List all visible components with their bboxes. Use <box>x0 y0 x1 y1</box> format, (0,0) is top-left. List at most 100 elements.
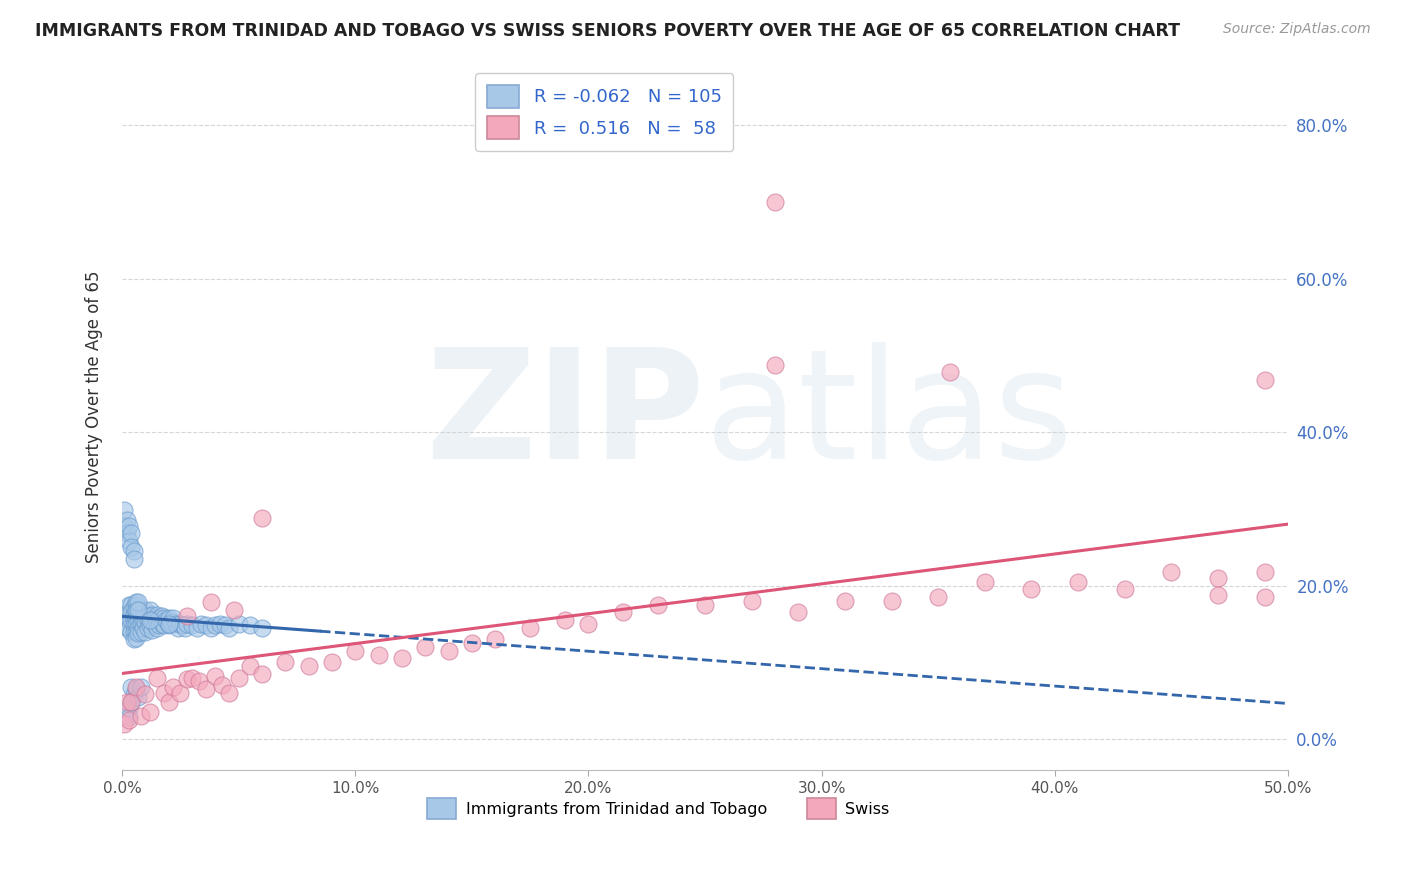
Point <box>787 606 810 620</box>
Point <box>129 616 152 631</box>
Point <box>321 655 343 669</box>
Point <box>139 613 162 627</box>
Point <box>211 678 233 692</box>
Point <box>120 598 142 612</box>
Point <box>160 615 183 630</box>
Point <box>391 651 413 665</box>
Point <box>127 690 149 704</box>
Point <box>250 666 273 681</box>
Point <box>118 710 141 724</box>
Point <box>139 609 162 624</box>
Point <box>150 609 173 624</box>
Point <box>118 606 141 620</box>
Point <box>125 606 148 620</box>
Point <box>141 613 163 627</box>
Point <box>125 680 148 694</box>
Point <box>120 606 142 620</box>
Point <box>174 621 197 635</box>
Point <box>274 655 297 669</box>
Point <box>880 594 903 608</box>
Point <box>150 616 173 631</box>
Point <box>122 600 145 615</box>
Point <box>120 680 142 694</box>
Point <box>1160 565 1182 579</box>
Point <box>578 616 600 631</box>
Point <box>176 609 198 624</box>
Point <box>122 551 145 566</box>
Point <box>122 544 145 558</box>
Point <box>120 695 142 709</box>
Point <box>1206 571 1229 585</box>
Point <box>763 358 786 372</box>
Point <box>162 680 184 694</box>
Point <box>122 688 145 702</box>
Point <box>120 624 142 639</box>
Point <box>939 365 962 379</box>
Point <box>118 613 141 627</box>
Point <box>136 621 159 635</box>
Point <box>125 611 148 625</box>
Point <box>250 621 273 635</box>
Point <box>143 618 166 632</box>
Point <box>155 613 177 627</box>
Point <box>125 598 148 612</box>
Point <box>112 503 135 517</box>
Point <box>1206 588 1229 602</box>
Legend: Immigrants from Trinidad and Tobago, Swiss: Immigrants from Trinidad and Tobago, Swi… <box>420 792 896 825</box>
Point <box>112 716 135 731</box>
Point <box>297 659 319 673</box>
Point <box>165 616 187 631</box>
Point <box>134 615 156 630</box>
Point <box>204 669 226 683</box>
Point <box>120 695 142 709</box>
Point <box>122 632 145 647</box>
Point <box>127 603 149 617</box>
Point <box>118 713 141 727</box>
Point <box>153 611 176 625</box>
Point <box>141 607 163 622</box>
Point <box>763 195 786 210</box>
Point <box>647 598 669 612</box>
Point <box>127 603 149 617</box>
Point <box>927 590 949 604</box>
Point <box>118 621 141 635</box>
Point <box>115 526 138 541</box>
Point <box>519 621 541 635</box>
Point <box>132 607 155 622</box>
Point <box>1253 565 1275 579</box>
Point <box>250 511 273 525</box>
Point <box>413 640 436 654</box>
Point <box>239 659 262 673</box>
Point <box>127 615 149 630</box>
Point <box>214 618 236 632</box>
Point <box>120 540 142 554</box>
Point <box>1021 582 1043 597</box>
Point <box>176 672 198 686</box>
Point <box>148 618 170 632</box>
Point <box>834 594 856 608</box>
Point <box>484 632 506 647</box>
Point <box>127 626 149 640</box>
Point <box>172 618 194 632</box>
Point <box>181 618 204 632</box>
Point <box>122 613 145 627</box>
Point <box>239 618 262 632</box>
Point <box>132 621 155 635</box>
Point <box>118 701 141 715</box>
Point <box>146 671 169 685</box>
Point <box>127 595 149 609</box>
Point <box>127 621 149 635</box>
Point <box>200 595 222 609</box>
Text: Source: ZipAtlas.com: Source: ZipAtlas.com <box>1223 22 1371 37</box>
Point <box>186 621 208 635</box>
Point <box>146 613 169 627</box>
Point <box>208 616 231 631</box>
Point <box>129 606 152 620</box>
Point <box>181 671 204 685</box>
Y-axis label: Seniors Poverty Over the Age of 65: Seniors Poverty Over the Age of 65 <box>86 270 103 563</box>
Point <box>125 616 148 631</box>
Point <box>122 624 145 639</box>
Point <box>190 616 212 631</box>
Point <box>169 686 191 700</box>
Point <box>146 607 169 622</box>
